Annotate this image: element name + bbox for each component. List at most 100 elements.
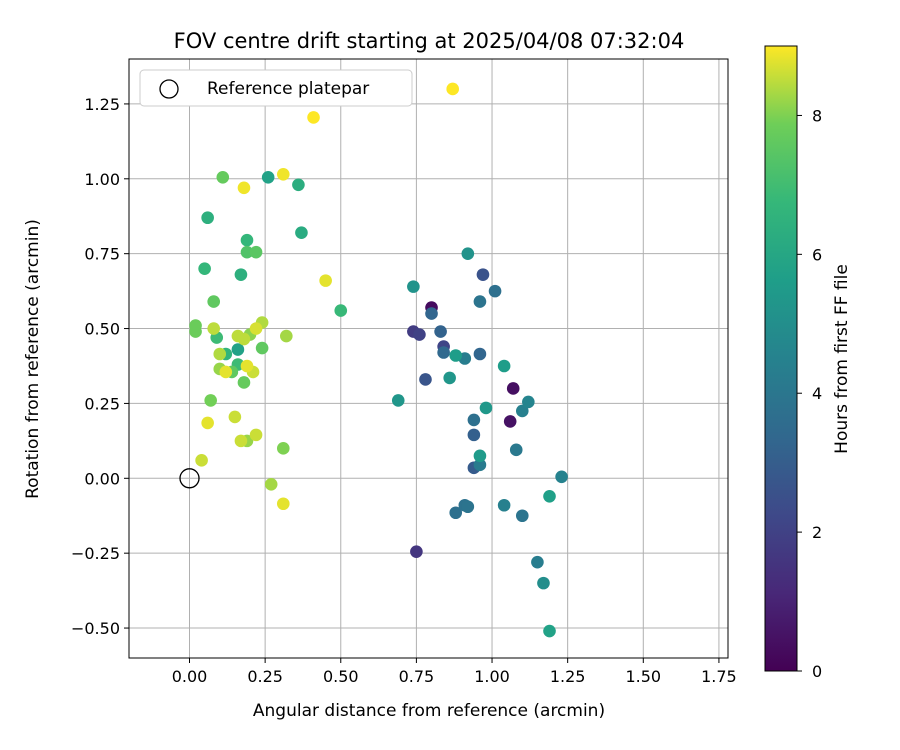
scatter-point: [207, 322, 221, 335]
legend-box: [139, 69, 413, 107]
scatter-point: [410, 545, 423, 558]
scatter-point: [276, 442, 290, 455]
y-tick-label: 0.75: [84, 245, 120, 264]
scatter-point: [234, 434, 248, 448]
legend: Reference platepar: [139, 69, 413, 107]
chart-title: FOV centre drift starting at 2025/04/08 …: [174, 29, 685, 53]
scatter-points: [189, 82, 568, 638]
colorbar-gradient: [764, 45, 798, 672]
y-axis-label: Rotation from reference (arcmin): [23, 219, 43, 499]
x-tick-label: 0.75: [399, 667, 435, 686]
scatter-point: [443, 371, 456, 385]
scatter-point: [537, 576, 550, 590]
scatter-point: [204, 394, 217, 407]
scatter-point: [413, 328, 426, 341]
plot-area: 0.00 0.25 0.50 0.75 1.00 1.25 1.50 1.75 −0.50−0…: [71, 58, 737, 686]
y-tick-label: −0.50: [71, 619, 120, 638]
scatter-point: [201, 416, 214, 430]
y-tick-label: 0.00: [84, 469, 120, 488]
legend-label: Reference platepar: [207, 79, 369, 99]
scatter-point: [506, 382, 520, 395]
scatter-point: [497, 359, 511, 373]
scatter-point: [240, 245, 254, 259]
reference-point: [179, 468, 200, 489]
scatter-point: [201, 211, 214, 225]
scatter-point: [449, 349, 463, 362]
plot-frame: [128, 58, 729, 659]
scatter-point: [219, 365, 233, 379]
scatter-point: [249, 322, 263, 335]
scatter-point: [334, 304, 348, 317]
scatter-point: [522, 395, 535, 409]
scatter-point: [467, 413, 481, 427]
scatter-point: [446, 82, 460, 96]
scatter-point: [255, 341, 269, 355]
x-tick-label: 0.00: [172, 667, 208, 686]
scatter-point: [213, 347, 227, 361]
x-tick-label: 1.50: [625, 667, 661, 686]
scatter-point: [419, 373, 432, 386]
scatter-point: [249, 245, 263, 259]
scatter-point: [473, 458, 487, 472]
scatter-point: [195, 454, 208, 467]
y-tick-label: −0.25: [71, 544, 120, 563]
scatter-point: [473, 295, 487, 308]
scatter-point: [237, 376, 251, 389]
x-axis-ticks: 0.00 0.25 0.50 0.75 1.00 1.25 1.50 1.75: [172, 658, 737, 686]
colorbar-tick-label: 4: [812, 384, 822, 403]
colorbar-label: Hours from first FF file: [832, 264, 852, 454]
scatter-point: [461, 500, 475, 514]
scatter-point: [543, 624, 556, 638]
scatter-point: [479, 401, 493, 415]
scatter-point: [407, 280, 420, 293]
scatter-point: [425, 307, 438, 320]
y-tick-label: 1.25: [84, 95, 120, 114]
x-tick-label: 0.50: [323, 667, 359, 686]
scatter-point: [307, 111, 320, 124]
scatter-point: [437, 346, 450, 359]
x-axis-label: Angular distance from reference (arcmin): [253, 701, 605, 721]
scatter-point: [509, 443, 523, 457]
scatter-point: [503, 415, 517, 428]
scatter-point: [473, 347, 487, 361]
colorbar-tick-label: 2: [812, 523, 822, 542]
scatter-point: [237, 181, 251, 195]
scatter-point: [249, 428, 263, 442]
scatter-point: [207, 295, 221, 308]
scatter-point: [449, 506, 463, 520]
scatter-point: [473, 449, 487, 463]
scatter-point: [189, 319, 202, 332]
scatter-point: [531, 555, 544, 569]
colorbar-ticks: 0 2 4 6 8: [797, 106, 822, 681]
colorbar-tick-label: 8: [812, 106, 822, 125]
colorbar-tick-label: 0: [812, 662, 822, 681]
reference-platepar-marker: [179, 468, 200, 489]
y-axis-ticks: −0.50 −0.25 0.00 0.25 0.50 0.75 1.00 1.25: [71, 95, 129, 638]
scatter-point: [488, 284, 502, 298]
scatter-point: [292, 178, 305, 192]
scatter-point: [543, 489, 556, 503]
scatter-point: [476, 268, 490, 281]
scatter-point: [198, 262, 211, 275]
scatter-point: [240, 233, 254, 247]
scatter-point: [237, 332, 251, 346]
scatter-point: [234, 268, 248, 281]
x-tick-label: 0.25: [247, 667, 283, 686]
scatter-point: [228, 410, 242, 424]
colorbar: 0 2 4 6 8 Hours from first FF file: [764, 45, 852, 681]
scatter-point: [216, 171, 230, 184]
scatter-point: [497, 498, 511, 512]
scatter-point: [515, 404, 529, 418]
colorbar-tick-label: 6: [812, 245, 822, 264]
scatter-point: [280, 329, 293, 343]
scatter-point: [261, 171, 275, 184]
y-tick-label: 0.50: [84, 320, 120, 339]
scatter-point: [555, 470, 568, 484]
scatter-point: [264, 477, 278, 491]
scatter-point: [295, 226, 308, 240]
grid: [129, 59, 728, 658]
scatter-point: [391, 394, 405, 407]
x-tick-label: 1.75: [701, 667, 737, 686]
scatter-point: [515, 509, 529, 523]
